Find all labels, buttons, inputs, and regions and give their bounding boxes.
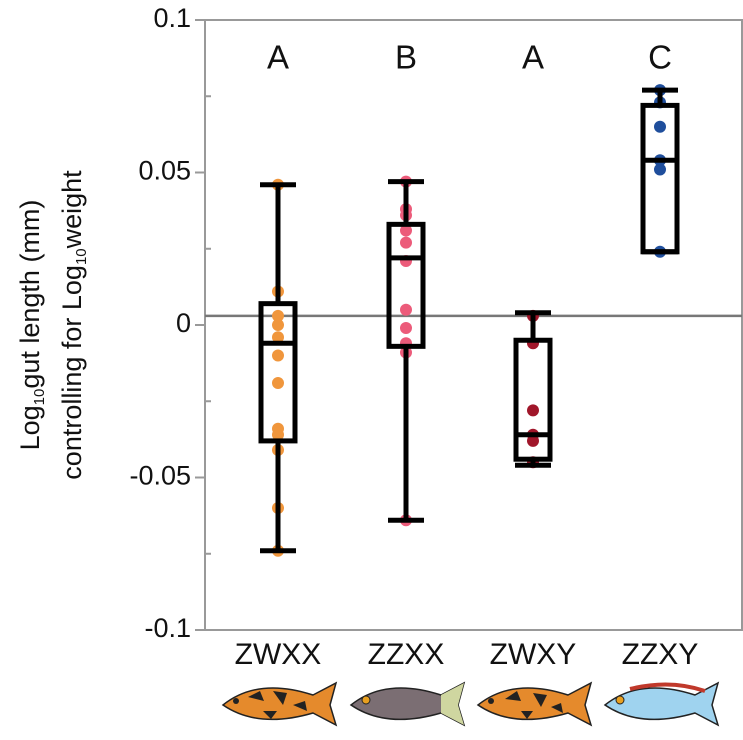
fish-icons [221,681,720,727]
y-tick-label: -0.05 [129,461,191,491]
box [386,221,426,349]
data-point [272,349,284,362]
data-point [654,163,666,176]
group-letter: B [395,39,417,76]
x-tick-label: ZWXX [235,638,322,671]
y-axis-label: controlling for Log10weight [57,170,90,480]
data-point [527,434,539,447]
x-tick-label: ZZXY [622,638,699,671]
data-point [400,236,412,249]
data-point [527,404,539,417]
data-point [272,309,284,322]
data-point [400,303,412,316]
data-point [654,120,666,133]
x-tick-label: ZZXX [368,638,445,671]
box [513,337,553,462]
data-point [400,224,412,237]
data-point [272,331,284,344]
box [258,301,298,444]
group-letter: A [267,39,289,76]
y-tick-label: 0.1 [153,3,191,33]
plot-frame [204,19,743,631]
x-tick-label: ZWXY [490,638,577,671]
group-letter: A [522,39,544,76]
y-tick-label: 0.05 [138,156,191,186]
data-point [272,319,284,331]
data-point [272,428,284,441]
y-axis-label: Log10gut length (mm) [15,200,48,451]
y-tick-label: -0.1 [144,613,191,643]
data-point [272,376,284,389]
data-point [400,322,412,335]
group-letter: C [648,39,672,76]
y-tick-label: 0 [176,308,191,338]
box [640,102,680,255]
